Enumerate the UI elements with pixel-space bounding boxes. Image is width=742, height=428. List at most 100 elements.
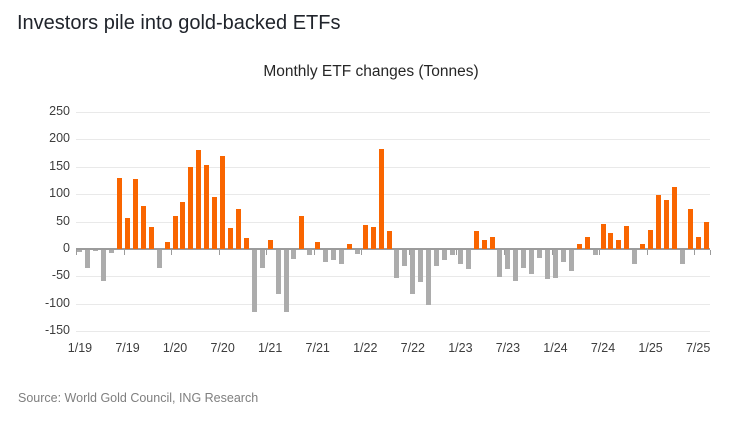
bar-9/21 (331, 250, 337, 260)
bar-9/24 (616, 239, 622, 249)
x-axis-tick (171, 250, 173, 255)
y-axis-label: -100 (44, 295, 70, 310)
x-axis-label: 7/21 (305, 341, 330, 355)
bar-9/23 (521, 250, 527, 268)
bar-11/19 (156, 250, 162, 268)
x-axis-label: 7/22 (400, 341, 425, 355)
x-axis-label: 1/24 (543, 341, 568, 355)
bar-2/20 (180, 202, 186, 249)
x-axis-label: 1/20 (162, 341, 188, 355)
bar-10/20 (243, 238, 249, 249)
x-axis-tick (408, 250, 410, 255)
bar-8/19 (132, 179, 138, 249)
bar-6/21 (307, 250, 313, 255)
x-axis-tick (76, 250, 77, 255)
bar-2/22 (370, 227, 376, 249)
bar-6/25 (687, 208, 693, 249)
bar-12/19 (164, 242, 170, 249)
bar-7/24 (600, 223, 606, 249)
bar-8/21 (323, 250, 329, 263)
bar-2/21 (275, 250, 281, 294)
x-axis-line (76, 248, 710, 250)
gridline (76, 221, 710, 223)
x-axis-label: 7/23 (495, 341, 521, 355)
y-axis-label: 150 (49, 158, 70, 173)
bar-3/20 (188, 167, 194, 249)
bar-2/24 (560, 250, 566, 262)
gridline (76, 331, 710, 333)
chart-title: Monthly ETF changes (Tonnes) (263, 63, 479, 80)
bar-1/25 (648, 229, 654, 249)
x-axis-label: 7/25 (685, 341, 711, 355)
bar-5/23 (489, 237, 495, 249)
x-axis-label: 1/25 (638, 341, 663, 355)
bar-1/19 (77, 250, 83, 252)
x-axis-tick (694, 250, 696, 255)
bar-11/21 (346, 243, 352, 249)
bar-3/21 (283, 250, 289, 312)
x-axis-label: 1/23 (448, 341, 473, 355)
bar-1/22 (362, 224, 368, 249)
x-axis-label: 7/19 (115, 341, 140, 355)
x-axis-tick (313, 250, 315, 255)
bar-8/24 (608, 233, 614, 249)
gridline (76, 303, 710, 305)
y-axis-label: 100 (49, 186, 70, 201)
bar-1/23 (457, 250, 463, 265)
x-axis-tick (218, 250, 220, 255)
x-axis-tick (503, 250, 505, 255)
y-axis-label: 0 (63, 241, 70, 255)
y-axis-label: 250 (49, 104, 70, 118)
bar-3/19 (93, 250, 99, 252)
bar-12/22 (449, 250, 455, 256)
y-axis-label: 200 (49, 131, 70, 146)
bar-5/25 (679, 250, 685, 265)
bar-4/25 (671, 186, 677, 249)
bar-8/23 (513, 250, 519, 281)
gridline (76, 166, 710, 168)
bar-11/23 (537, 250, 543, 259)
y-axis-label: 50 (56, 213, 70, 228)
bar-6/20 (212, 197, 218, 249)
y-axis-label: -50 (51, 268, 70, 283)
bar-5/21 (299, 216, 305, 249)
bar-8/22 (418, 250, 424, 282)
bar-12/20 (259, 250, 265, 268)
gridline (76, 194, 710, 196)
x-axis-tick (456, 250, 458, 255)
bar-6/22 (402, 250, 408, 266)
bar-7/23 (505, 250, 511, 270)
bar-1/20 (172, 215, 178, 249)
bar-10/21 (338, 250, 344, 265)
bar-10/19 (148, 227, 154, 249)
bar-10/23 (529, 250, 535, 275)
bar-9/20 (235, 208, 241, 249)
bar-11/20 (251, 250, 257, 312)
bar-4/24 (576, 243, 582, 249)
bar-7/22 (410, 250, 416, 294)
bar-5/24 (584, 236, 590, 249)
x-axis-label: 7/20 (210, 341, 235, 355)
bar-3/25 (663, 199, 669, 249)
bar-2/25 (655, 194, 661, 249)
bar-8/20 (228, 228, 234, 249)
bar-5/20 (204, 164, 210, 249)
bar-4/20 (196, 149, 202, 249)
bar-2/19 (85, 250, 91, 269)
bar-1/21 (267, 239, 273, 249)
x-axis-tick (599, 250, 601, 255)
bar-1/24 (552, 250, 558, 279)
bar-4/21 (291, 250, 297, 259)
gridline (76, 276, 710, 278)
bar-3/22 (378, 148, 384, 249)
bar-7/20 (220, 156, 226, 249)
bar-4/19 (101, 250, 107, 281)
bar-10/22 (434, 250, 440, 266)
bar-3/23 (473, 231, 479, 249)
source-note: Source: World Gold Council, ING Research (18, 391, 259, 405)
x-axis-tick (551, 250, 553, 255)
bar-11/24 (632, 250, 638, 265)
x-axis-label: 7/24 (590, 341, 616, 355)
x-axis-label: 1/21 (257, 341, 283, 355)
